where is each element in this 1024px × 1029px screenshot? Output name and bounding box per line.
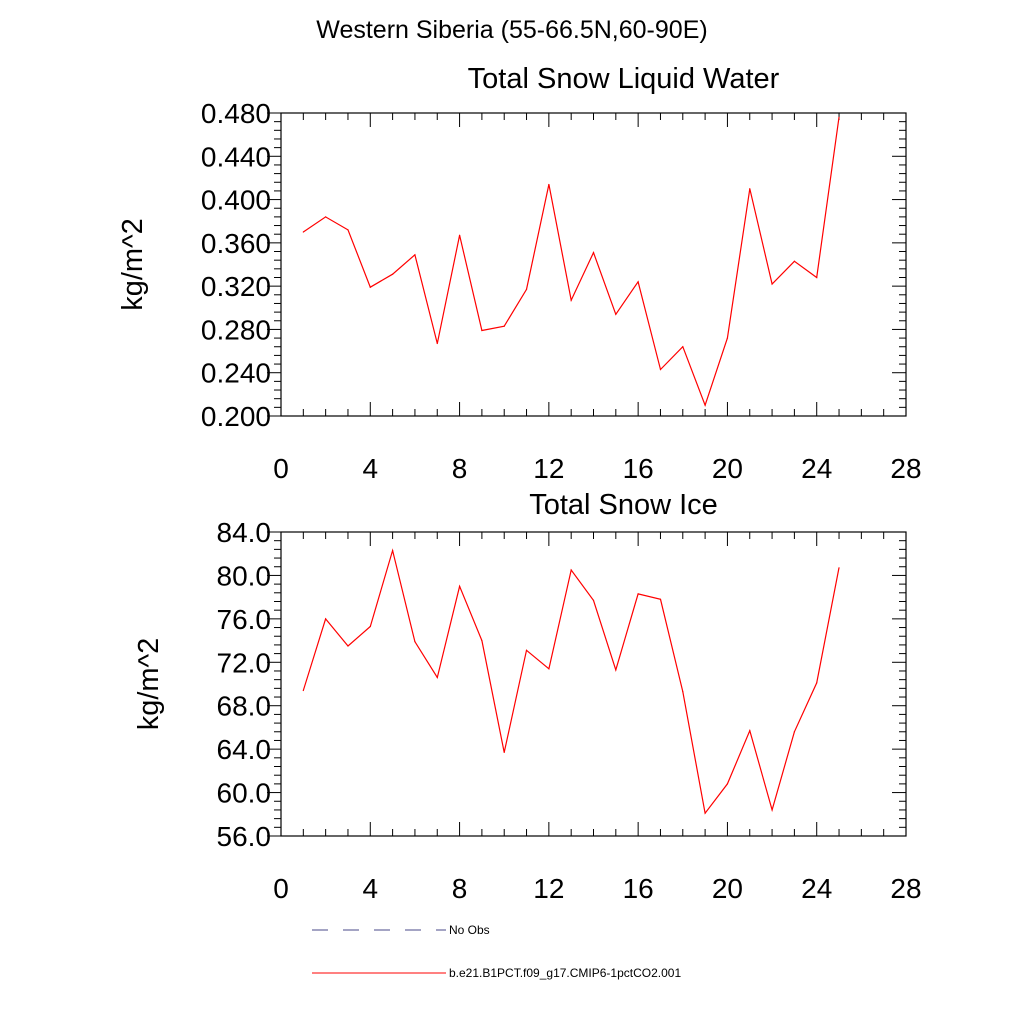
y-tick-label: 84.0 <box>217 517 272 548</box>
chart-title: Total Snow Ice <box>529 489 718 521</box>
plot-frame <box>280 531 907 837</box>
data-point <box>570 569 572 571</box>
data-point <box>704 404 706 406</box>
data-point <box>726 783 729 785</box>
data-point <box>525 649 528 651</box>
data-point <box>615 669 617 671</box>
data-point <box>771 283 773 285</box>
y-tick-label: 0.440 <box>201 141 271 172</box>
x-tick-label: 0 <box>273 873 289 904</box>
data-point <box>503 325 505 327</box>
y-tick-label: 0.200 <box>201 401 271 432</box>
data-point <box>726 337 729 339</box>
x-tick-label: 8 <box>452 873 468 904</box>
y-tick-label: 0.400 <box>201 185 271 216</box>
data-point <box>436 342 438 345</box>
data-point <box>838 567 840 569</box>
data-point <box>369 625 371 628</box>
data-point <box>749 730 751 732</box>
y-tick-label: 68.0 <box>217 691 272 722</box>
y-tick-label: 0.240 <box>201 358 271 389</box>
data-point <box>659 368 662 371</box>
series-line <box>302 117 840 407</box>
data-point <box>637 593 639 595</box>
data-point <box>548 668 550 670</box>
y-tick-label: 0.320 <box>201 271 271 302</box>
y-tick-label: 0.480 <box>201 98 271 129</box>
series-line <box>302 548 840 815</box>
x-tick-label: 24 <box>801 453 832 484</box>
chart-title: Total Snow Liquid Water <box>468 63 780 95</box>
data-point <box>615 313 617 315</box>
data-point <box>592 251 595 254</box>
data-point <box>458 234 461 236</box>
data-point <box>347 645 349 647</box>
legend: No Obs b.e21.B1PCT.f09_g17.CMIP6-1pctCO2.… <box>312 923 681 980</box>
data-point <box>369 286 371 288</box>
panel-snow-ice: Total Snow Ice kg/m^2 0 4 8 12 16 20 24 28 56.0 60.… <box>133 489 922 904</box>
data-point <box>793 260 795 262</box>
data-point <box>704 812 706 814</box>
data-point <box>548 183 550 186</box>
data-point <box>302 689 304 692</box>
y-tick-label: 80.0 <box>217 560 272 591</box>
y-tick-label: 72.0 <box>217 647 272 678</box>
x-tick-label: 20 <box>712 873 743 904</box>
x-tick-label: 8 <box>452 453 468 484</box>
data-point <box>771 809 773 811</box>
data-point <box>793 731 795 733</box>
data-point <box>325 216 327 218</box>
data-point <box>458 585 461 587</box>
y-tick-label: 0.360 <box>201 228 271 259</box>
data-point <box>838 116 840 118</box>
figure-suptitle: Western Siberia (55-66.5N,60-90E) <box>316 16 708 44</box>
data-point <box>414 641 416 643</box>
data-point <box>414 254 416 256</box>
y-tick-label: 0.280 <box>201 314 271 345</box>
x-tick-label: 4 <box>362 453 378 484</box>
y-tick-label: 64.0 <box>217 734 272 765</box>
data-point <box>637 281 639 283</box>
x-tick-label: 12 <box>533 873 564 904</box>
x-tick-label: 20 <box>712 453 743 484</box>
y-axis-label: kg/m^2 <box>133 638 165 731</box>
y-tick-label: 60.0 <box>217 778 272 809</box>
x-tick-label: 24 <box>801 873 832 904</box>
data-point <box>481 639 483 642</box>
panel-snow-liquid-water: Total Snow Liquid Water kg/m^2 0 4 8 12 16 20 24… <box>117 63 922 484</box>
data-point <box>816 682 818 684</box>
data-point <box>816 276 818 279</box>
data-point <box>525 288 528 290</box>
data-point <box>592 599 595 602</box>
data-point <box>682 691 684 693</box>
data-point <box>570 299 572 301</box>
data-point <box>302 231 304 233</box>
y-tick-label: 76.0 <box>217 604 272 635</box>
x-tick-label: 28 <box>890 873 921 904</box>
data-point <box>436 676 438 679</box>
data-point <box>503 751 505 754</box>
data-point <box>682 346 684 348</box>
x-tick-label: 0 <box>273 453 289 484</box>
data-point <box>659 598 662 600</box>
data-point <box>325 618 327 620</box>
data-point <box>392 273 394 275</box>
legend-label-0: No Obs <box>449 923 490 937</box>
legend-label-1: b.e21.B1PCT.f09_g17.CMIP6-1pctCO2.001 <box>449 966 681 980</box>
x-tick-label: 16 <box>623 453 654 484</box>
plot-frame <box>280 112 907 417</box>
data-point <box>347 229 349 231</box>
x-tick-label: 12 <box>533 453 564 484</box>
data-point <box>749 188 751 190</box>
data-point <box>481 329 483 332</box>
y-tick-label: 56.0 <box>217 821 272 852</box>
data-point <box>392 549 394 552</box>
y-axis-label: kg/m^2 <box>117 218 149 311</box>
x-tick-label: 4 <box>362 873 378 904</box>
x-tick-label: 28 <box>890 453 921 484</box>
x-tick-label: 16 <box>623 873 654 904</box>
